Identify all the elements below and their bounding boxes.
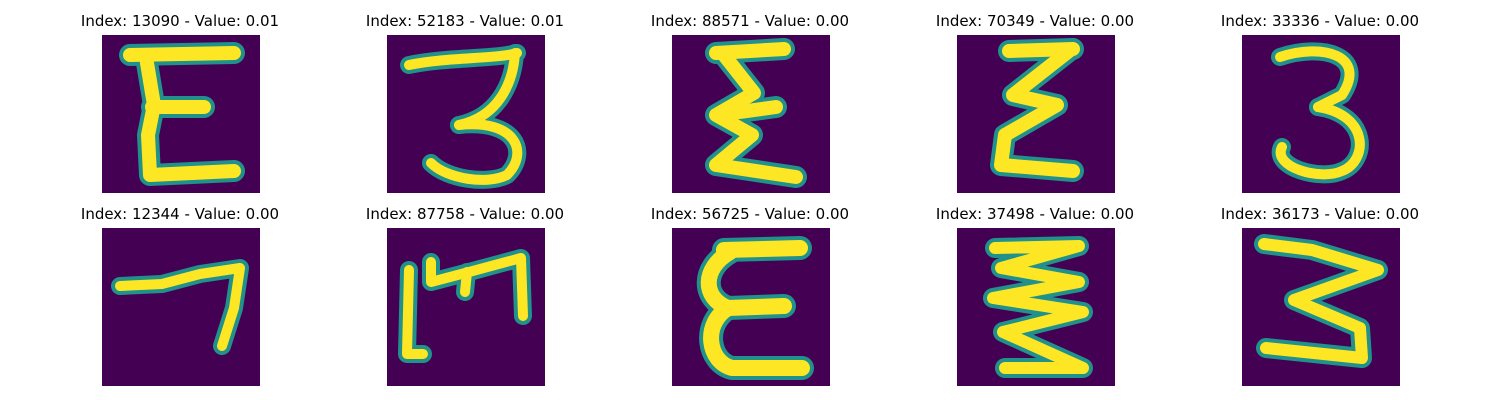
digit-panel-10: Index: 36173 - Value: 0.00 <box>1170 205 1470 395</box>
panel-title: Index: 70349 - Value: 0.00 <box>935 12 1135 30</box>
digit-image <box>957 35 1115 193</box>
digit-panel-7: Index: 87758 - Value: 0.00 <box>315 205 615 395</box>
panel-title: Index: 33336 - Value: 0.00 <box>1220 12 1420 30</box>
digit-panel-6: Index: 12344 - Value: 0.00 <box>30 205 330 395</box>
digit-panel-1: Index: 13090 - Value: 0.01 <box>30 12 330 202</box>
panel-title: Index: 36173 - Value: 0.00 <box>1220 205 1420 223</box>
digit-image <box>672 228 830 386</box>
digit-image <box>102 35 260 193</box>
panel-title: Index: 12344 - Value: 0.00 <box>80 205 280 223</box>
digit-panel-3: Index: 88571 - Value: 0.00 <box>600 12 900 202</box>
digit-panel-5: Index: 33336 - Value: 0.00 <box>1170 12 1470 202</box>
digit-image <box>1242 35 1400 193</box>
digit-panel-2: Index: 52183 - Value: 0.01 <box>315 12 615 202</box>
digit-panel-9: Index: 37498 - Value: 0.00 <box>885 205 1185 395</box>
panel-title: Index: 87758 - Value: 0.00 <box>365 205 565 223</box>
panel-title: Index: 56725 - Value: 0.00 <box>650 205 850 223</box>
panel-title: Index: 37498 - Value: 0.00 <box>935 205 1135 223</box>
digit-image <box>102 228 260 386</box>
digit-image <box>387 35 545 193</box>
digit-image <box>672 35 830 193</box>
digit-image <box>387 228 545 386</box>
panel-title: Index: 88571 - Value: 0.00 <box>650 12 850 30</box>
digit-image <box>1242 228 1400 386</box>
digit-image <box>957 228 1115 386</box>
digit-panel-8: Index: 56725 - Value: 0.00 <box>600 205 900 395</box>
panel-title: Index: 13090 - Value: 0.01 <box>80 12 280 30</box>
panel-title: Index: 52183 - Value: 0.01 <box>365 12 565 30</box>
digit-panel-4: Index: 70349 - Value: 0.00 <box>885 12 1185 202</box>
